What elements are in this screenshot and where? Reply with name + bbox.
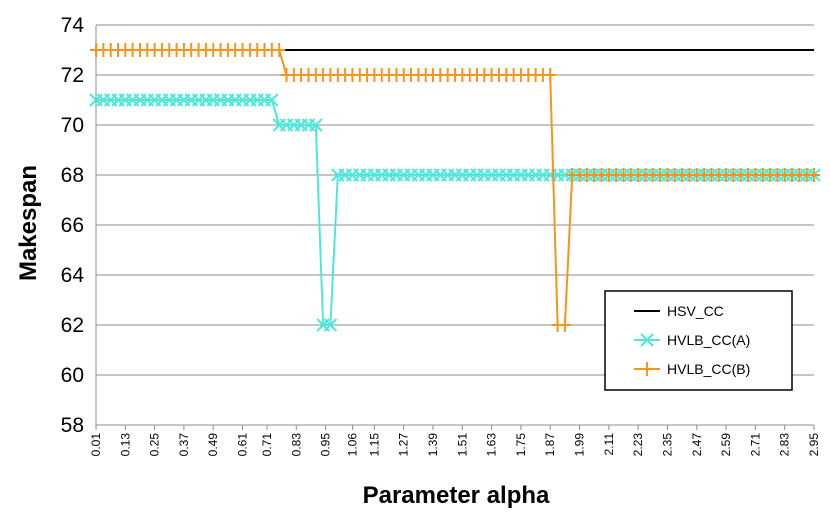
data-point-hvlb-cc-a: [323, 318, 338, 332]
data-point-hvlb-cc-b: [558, 318, 571, 332]
data-point-hvlb-cc-b: [544, 68, 557, 82]
y-tick-label: 64: [61, 264, 85, 287]
marker-plus: [558, 318, 571, 332]
x-tick-label: 1.15: [367, 433, 381, 457]
y-tick-label: 62: [61, 314, 84, 337]
x-tick-label: 2.47: [690, 433, 704, 457]
legend-item-hvlb-cc-a: HVLB_CC(A): [634, 332, 750, 348]
x-tick-label: 0.37: [177, 433, 191, 457]
x-tick-label: 0.83: [289, 433, 303, 457]
x-tick-label: 1.51: [455, 433, 469, 457]
x-tick-label: 0.25: [148, 433, 162, 457]
marker-x: [309, 118, 323, 132]
x-tick-label: 2.23: [631, 433, 645, 457]
legend-marker-plus: [641, 362, 653, 376]
legend-item-hvlb-cc-b: HVLB_CC(B): [634, 361, 750, 377]
marker-plus: [808, 168, 820, 182]
x-tick-labels: 0.01 0.13 0.25 0.37 0.49 0.61 0.71 0.83 0.95 1.06…: [89, 433, 821, 457]
y-tick-label: 70: [61, 114, 84, 137]
legend-item-hsv-cc: HSV_CC: [634, 303, 724, 319]
marker-x: [265, 93, 279, 107]
x-tick-label: 0.95: [319, 433, 333, 457]
legend: HSV_CC HVLB_CC(A) HVLB_CC(B): [604, 290, 793, 391]
y-tick-label: 66: [61, 214, 84, 237]
series-group: [89, 43, 821, 332]
y-tick-label: 60: [61, 364, 84, 387]
x-tick-label: 1.39: [426, 433, 440, 457]
data-point-hvlb-cc-b: [273, 43, 286, 57]
y-axis-label: Makespan: [15, 165, 42, 281]
x-axis-label: Parameter alpha: [363, 482, 550, 509]
legend-label: HVLB_CC(A): [667, 332, 750, 348]
x-tick-label: 2.11: [602, 433, 616, 456]
data-point-hvlb-cc-b: [808, 168, 820, 182]
y-tick-label: 68: [61, 164, 84, 187]
x-tick-label: 2.59: [719, 433, 733, 457]
y-tick-label: 58: [61, 414, 84, 437]
series-line-hvlb-cc-b: [96, 49, 814, 326]
data-point-hvlb-cc-a: [265, 93, 279, 107]
x-tick-label: 2.35: [660, 433, 674, 457]
x-tick-label: 2.83: [778, 433, 792, 457]
data-point-hvlb-cc-a: [309, 118, 323, 132]
x-tick-label: 1.75: [514, 433, 528, 457]
marker-x: [323, 318, 338, 332]
x-tick-label: 2.71: [748, 433, 762, 457]
x-tick-label: 0.61: [236, 433, 250, 457]
y-tick-labels: 58 60 62 64 66 68 70 72 74: [61, 14, 85, 437]
x-tick-label: 0.49: [206, 433, 220, 457]
marker-plus: [273, 43, 286, 57]
y-tick-label: 72: [61, 64, 84, 87]
x-tick-label: 1.63: [485, 433, 499, 457]
x-tick-label: 1.27: [397, 433, 411, 457]
x-tick-label: 0.01: [89, 433, 103, 457]
legend-label: HSV_CC: [667, 303, 724, 319]
x-tick-label: 1.87: [543, 433, 557, 457]
y-tick-label: 74: [61, 14, 85, 37]
x-tick-label: 0.13: [118, 433, 132, 457]
x-tick-label: 1.99: [573, 433, 587, 457]
x-tick-label: 0.71: [260, 433, 274, 457]
x-tick-label: 2.95: [807, 433, 821, 457]
legend-marker-x: [640, 333, 654, 347]
marker-plus: [544, 68, 557, 82]
x-tick-label: 1.06: [345, 433, 359, 457]
legend-label: HVLB_CC(B): [667, 361, 750, 377]
